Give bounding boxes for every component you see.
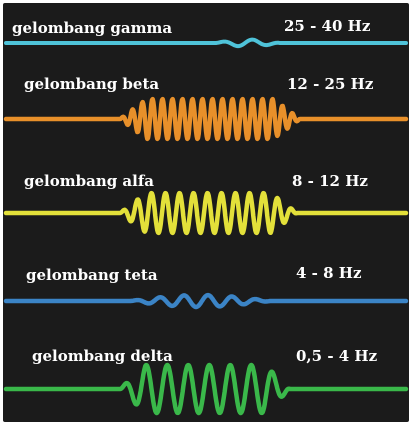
delta-label: gelombang delta [32, 347, 173, 365]
beta-range: 12 - 25 Hz [287, 75, 374, 93]
alfa-wave [3, 190, 409, 236]
delta-range: 0,5 - 4 Hz [296, 347, 378, 365]
teta-range: 4 - 8 Hz [296, 264, 362, 282]
teta-label: gelombang teta [26, 266, 158, 284]
gamma-label: gelombang gamma [12, 19, 173, 37]
alfa-label: gelombang alfa [24, 172, 155, 190]
beta-wave [3, 96, 409, 142]
teta-wave [3, 292, 409, 310]
gamma-wave [4, 37, 408, 49]
alfa-range: 8 - 12 Hz [292, 172, 368, 190]
delta-wave [3, 362, 409, 416]
beta-label: gelombang beta [24, 75, 160, 93]
gamma-range: 25 - 40 Hz [284, 17, 371, 35]
